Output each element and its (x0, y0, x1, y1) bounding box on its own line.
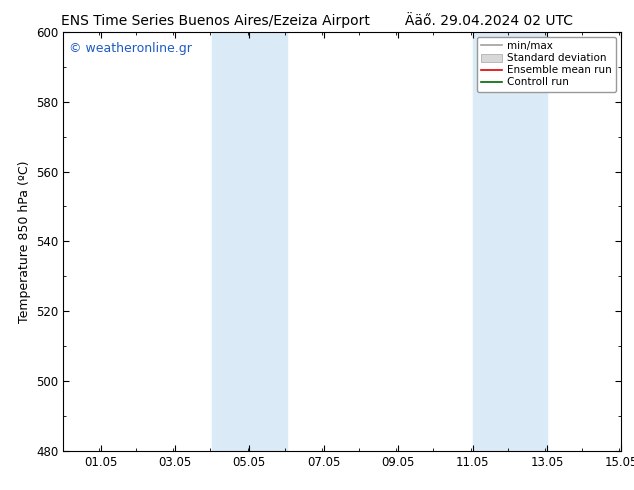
Bar (472, 32, 547, 451)
Text: © weatheronline.gr: © weatheronline.gr (69, 42, 192, 55)
Legend: min/max, Standard deviation, Ensemble mean run, Controll run: min/max, Standard deviation, Ensemble me… (477, 37, 616, 92)
Bar (212, 32, 287, 451)
Text: ENS Time Series Buenos Aires/Ezeiza Airport        Ääő. 29.04.2024 02 UTC: ENS Time Series Buenos Aires/Ezeiza Airp… (61, 12, 573, 28)
Y-axis label: Temperature 850 hPa (ºC): Temperature 850 hPa (ºC) (18, 160, 30, 322)
